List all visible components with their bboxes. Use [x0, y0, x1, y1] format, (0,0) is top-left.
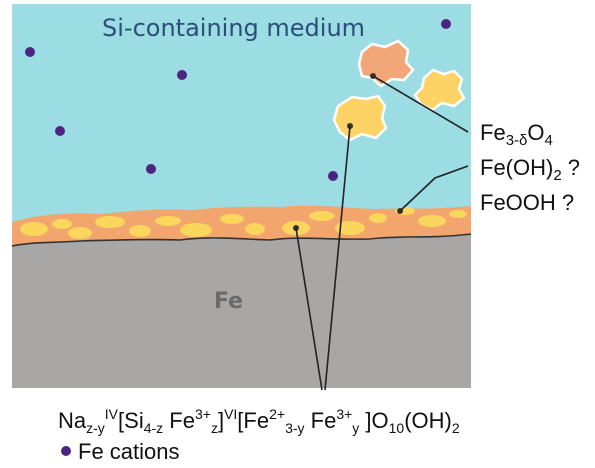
layer-bottom-edge — [11, 233, 472, 247]
formula-part: 10 — [389, 420, 405, 436]
formula-part: 2+ — [269, 406, 285, 422]
feooh-particle — [332, 94, 388, 142]
mineral-formula: Naz-yIV[Si4-z Fe3+z]VI[Fe2+3-y Fe3+y ]O1… — [58, 406, 460, 436]
fe3o4-label: Fe3-δO4 — [480, 120, 553, 149]
formula-part: 4-z — [144, 420, 163, 436]
fe-cations — [25, 19, 451, 181]
formula-part: VI — [224, 406, 237, 422]
fe-cation-dot — [55, 126, 65, 136]
formula-part: IV — [105, 406, 119, 422]
feooh-label: FeOOH ? — [480, 190, 574, 215]
formula-part: (OH) — [404, 408, 452, 433]
formula-part: [Fe — [237, 408, 269, 433]
formula-part: ] — [218, 408, 224, 433]
formula-part: 3+ — [336, 406, 352, 422]
formula-part: ]O — [359, 408, 388, 433]
feoh2-label: Fe(OH)2 ? — [480, 155, 580, 184]
fe-substrate-label: Fe — [214, 289, 243, 314]
formula-part: z — [211, 420, 218, 436]
legend-cation-marker — [61, 446, 71, 456]
fe-cation-dot — [25, 47, 35, 57]
fe-cation-dot — [441, 19, 451, 29]
corrosion-layer — [12, 205, 471, 246]
formula-part: Fe — [305, 408, 337, 433]
fe-cation-dot — [146, 164, 156, 174]
formula-part: Fe — [163, 408, 195, 433]
formula-part: 3+ — [195, 406, 211, 422]
formula-part: 3-y — [285, 420, 304, 436]
formula-part: y — [352, 420, 359, 436]
formula-part: 2 — [452, 420, 460, 436]
fe-substrate — [12, 234, 471, 388]
medium-label: Si-containing medium — [102, 14, 365, 42]
leader-lines — [293, 73, 469, 391]
corrosion-layer-yellow-grains — [20, 207, 467, 239]
legend-label: Fe cations — [78, 439, 180, 464]
formula-part: Na — [58, 408, 87, 433]
legend: Fe cations — [61, 439, 180, 464]
formula-part: [Si — [118, 408, 144, 433]
formula-part: z-y — [86, 420, 105, 436]
fe-cation-dot — [177, 70, 187, 80]
feoh2-particle — [413, 68, 466, 112]
fe-cation-dot — [328, 171, 338, 181]
